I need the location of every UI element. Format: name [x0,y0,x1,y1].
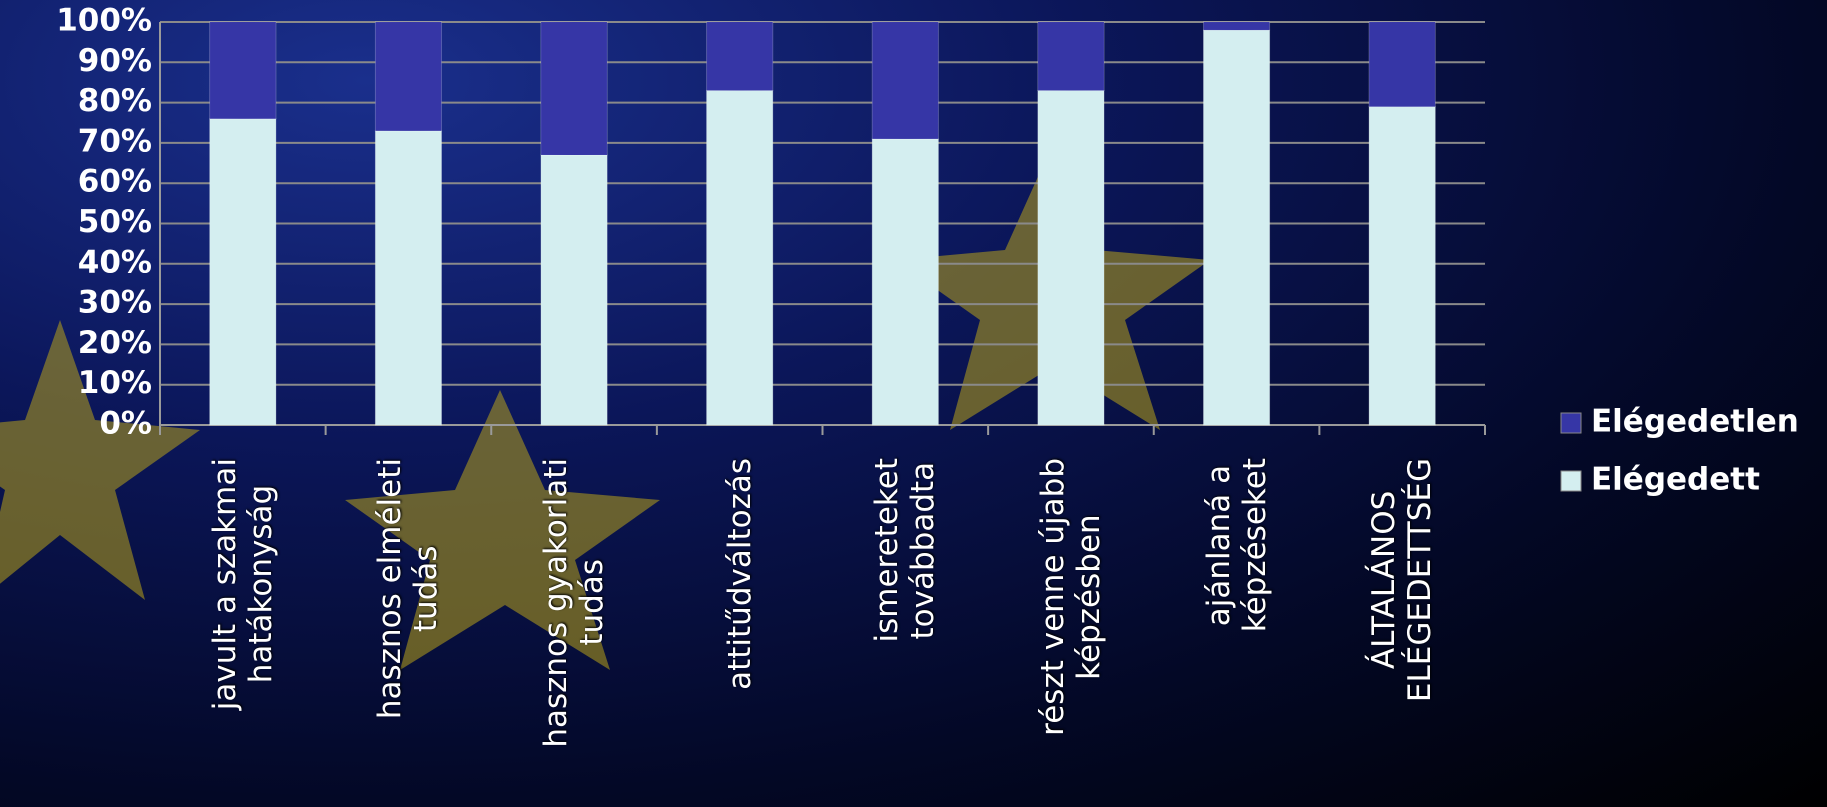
bar-shine [541,154,608,426]
bar-shine [375,130,442,425]
x-tick-label: javult a szakmai hatákonyság [206,458,279,711]
y-tick-label: 20% [78,325,152,361]
x-tick-label: ajánlaná a képzéseket [1200,458,1273,633]
legend-label: Elégedett [1591,462,1760,498]
bar-shine [375,22,442,131]
y-tick-label: 40% [78,244,152,280]
bar-shine [1203,30,1270,426]
bar-shine [872,22,939,139]
y-tick-label: 10% [78,365,152,401]
bar-shine [706,90,773,425]
y-tick-label: 60% [78,164,152,200]
bar-shine [706,22,773,91]
bar-shine [209,118,276,425]
x-tick-label: attitűdváltozás [721,458,758,690]
legend-label: Elégedetlen [1591,404,1799,440]
bar-shine [541,22,608,155]
y-tick-label: 70% [78,123,152,159]
x-tick-label: részt venne újabb képzésben [1034,458,1107,736]
y-tick-label: 80% [78,83,152,119]
y-tick-label: 90% [78,43,152,79]
x-tick-label: hasznos elméleti tudás [372,458,445,720]
x-tick-label: hasznos gyakorlati tudás [538,458,611,748]
bar-shine [872,138,939,425]
y-tick-label: 100% [56,3,152,39]
bar-shine [1369,22,1436,107]
bar-shine [1037,22,1104,91]
x-tick-label: ÁLTALÁNOS ELÉGEDETTSÉG [1366,458,1439,703]
y-tick-label: 50% [78,204,152,240]
legend-swatch [1560,470,1582,492]
y-tick-label: 30% [78,285,152,321]
x-tick-label: ismereteket továbbadta [869,458,942,643]
bar-shine [1037,90,1104,425]
bar-shine [1203,22,1270,31]
legend-swatch [1560,412,1582,434]
y-tick-label: 0% [99,406,152,442]
bar-shine [209,22,276,119]
bar-shine [1369,106,1436,425]
